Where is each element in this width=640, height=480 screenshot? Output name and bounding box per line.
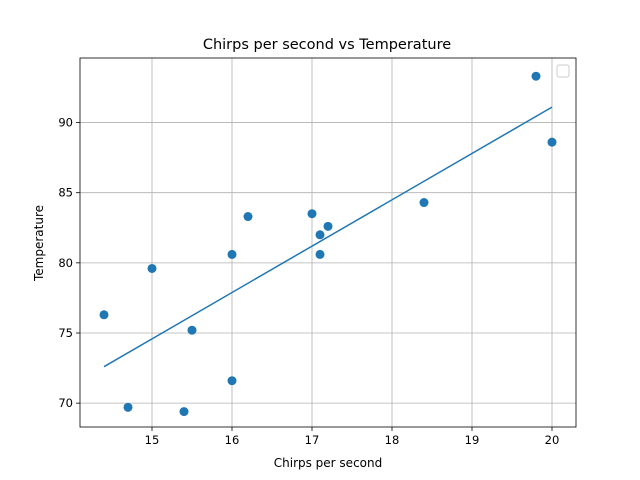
- x-tick-label: 20: [545, 433, 560, 447]
- regression-line: [103, 106, 553, 368]
- scatter-point: [419, 198, 429, 208]
- y-tick-label: 80: [58, 256, 73, 270]
- x-tick-label: 18: [385, 433, 400, 447]
- y-axis-ticks: 70 75 80 85 90: [58, 116, 80, 410]
- scatter-point: [243, 212, 253, 222]
- x-axis-ticks: 15 16 17 18 19 20: [145, 427, 560, 447]
- scatter-point: [179, 407, 189, 417]
- x-tick-label: 15: [145, 433, 160, 447]
- scatter-point: [323, 221, 333, 231]
- data-points: [99, 71, 557, 417]
- scatter-point: [315, 230, 325, 240]
- scatter-point: [547, 137, 557, 147]
- chart-title: Chirps per second vs Temperature: [203, 37, 451, 53]
- y-axis-label: Temperature: [32, 205, 46, 282]
- scatter-point: [227, 249, 237, 259]
- y-tick-label: 85: [58, 186, 73, 200]
- scatter-point: [307, 209, 317, 219]
- scatter-point: [187, 325, 197, 335]
- scatter-point: [227, 376, 237, 386]
- y-tick-label: 70: [58, 396, 73, 410]
- legend-box: [556, 64, 570, 78]
- scatter-point: [99, 310, 109, 320]
- scatter-point: [315, 249, 325, 259]
- x-tick-label: 17: [305, 433, 320, 447]
- regression-line-layer: [103, 106, 553, 368]
- x-axis-label: Chirps per second: [274, 456, 382, 470]
- y-tick-label: 90: [58, 116, 73, 130]
- x-tick-label: 16: [225, 433, 240, 447]
- scatter-point: [147, 263, 157, 273]
- x-tick-label: 19: [465, 433, 480, 447]
- scatter-point: [531, 71, 541, 81]
- y-tick-label: 75: [58, 326, 73, 340]
- scatter-point: [123, 402, 133, 412]
- grid-lines: [80, 58, 576, 427]
- plot-frame: [79, 57, 577, 428]
